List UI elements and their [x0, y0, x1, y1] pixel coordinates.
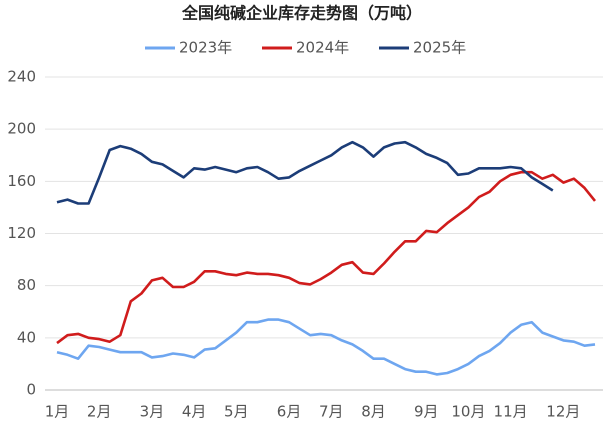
y-tick-label: 40	[17, 328, 36, 346]
x-tick-label: 9月	[414, 403, 439, 421]
x-tick-label: 12月	[546, 403, 580, 421]
series-line	[56, 318, 596, 376]
legend-label: 2024年	[296, 39, 349, 57]
x-tick-label: 2月	[87, 403, 112, 421]
y-tick-label: 200	[7, 120, 36, 138]
x-tick-label: 6月	[277, 403, 302, 421]
x-tick-label: 11月	[494, 403, 528, 421]
y-tick-label: 80	[17, 276, 36, 294]
x-tick-label: 10月	[451, 403, 485, 421]
x-tick-label: 7月	[319, 403, 344, 421]
legend-label: 2025年	[413, 39, 466, 57]
y-tick-label: 240	[7, 68, 36, 86]
series-line	[56, 140, 554, 205]
legend-label: 2023年	[179, 39, 232, 57]
x-tick-label: 1月	[45, 403, 70, 421]
x-tick-label: 8月	[361, 403, 386, 421]
y-tick-label: 0	[26, 381, 36, 399]
y-tick-label: 160	[7, 172, 36, 190]
x-tick-label: 5月	[224, 403, 249, 421]
y-tick-label: 120	[7, 224, 36, 242]
x-tick-label: 3月	[140, 403, 165, 421]
chart-title: 全国纯碱企业库存走势图（万吨）	[181, 4, 422, 23]
series-line	[56, 170, 597, 345]
x-tick-label: 4月	[182, 403, 207, 421]
